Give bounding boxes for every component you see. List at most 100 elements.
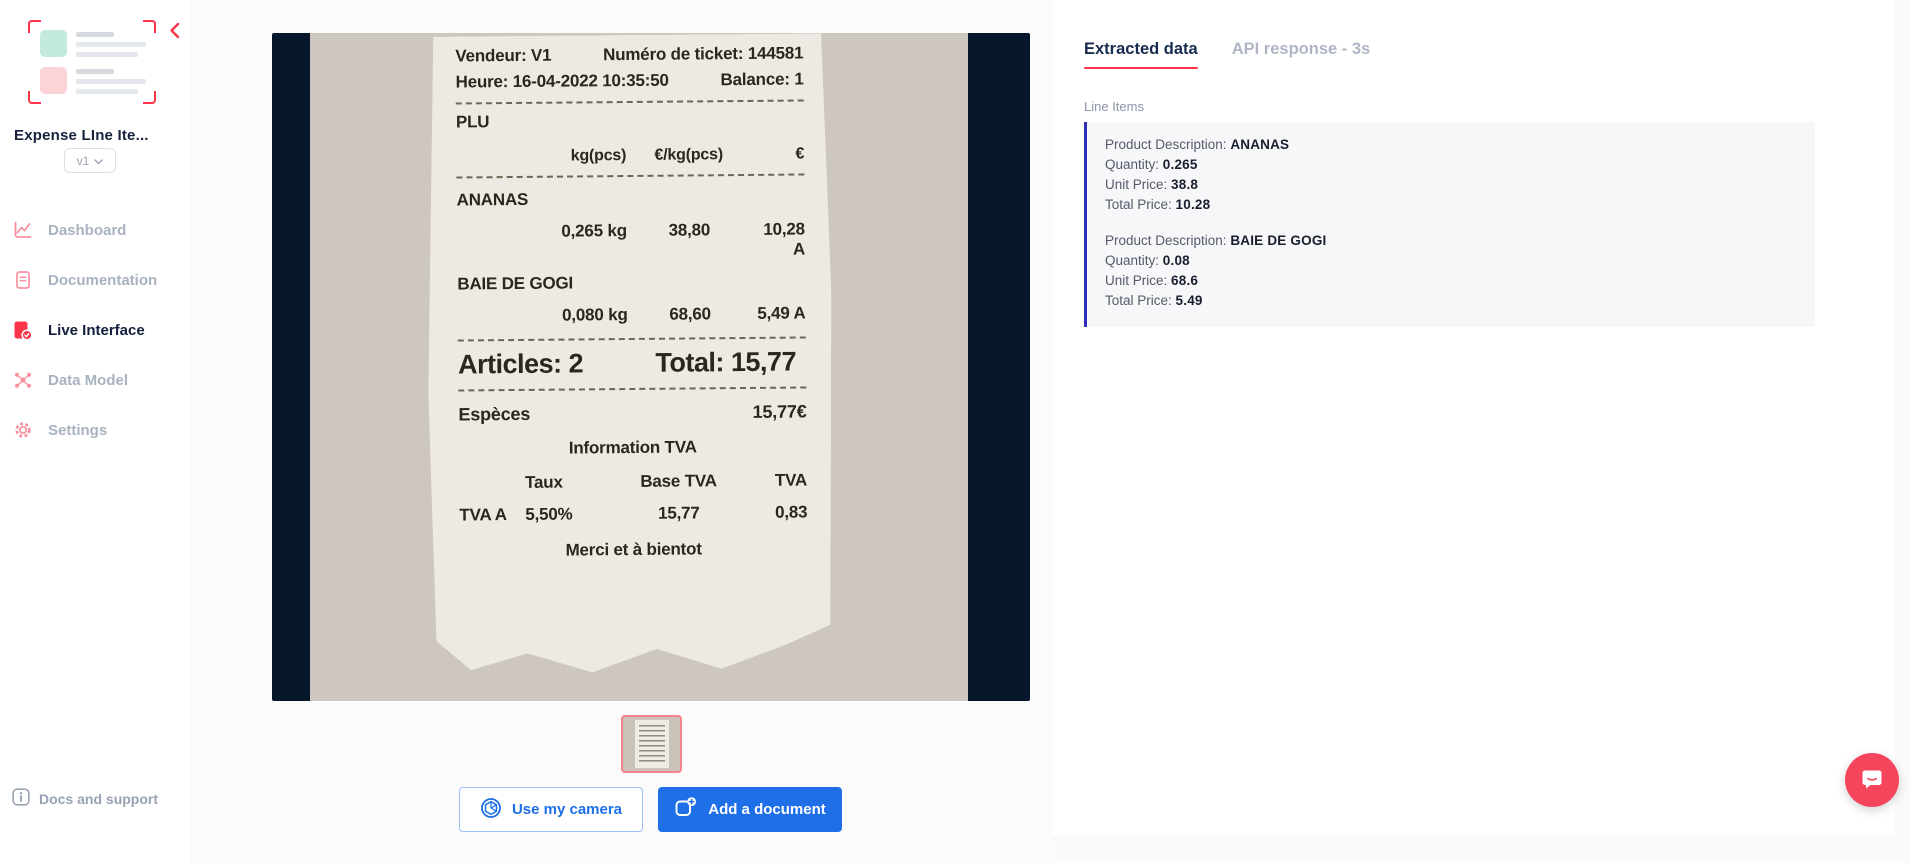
sidebar: Expense LIne Ite... v1 Dashboard Documen… (0, 0, 190, 863)
field-label: Unit Price: (1105, 177, 1172, 192)
field-label: Product Description: (1105, 233, 1231, 248)
document-viewer: Vendeur: V1 Numéro de ticket: 144581 Heu… (190, 0, 1053, 863)
logo-bars (76, 30, 146, 62)
receipt-tva-amount: 0,83 (774, 502, 808, 522)
version-dropdown[interactable]: v1 (64, 148, 116, 173)
gear-icon (12, 419, 34, 441)
receipt-photo: Vendeur: V1 Numéro de ticket: 144581 Heu… (310, 33, 968, 701)
chat-support-button[interactable] (1845, 753, 1899, 807)
chevron-left-icon (169, 22, 180, 42)
receipt-vendor: Vendeur: V1 (455, 45, 552, 66)
receipt-item-name: BAIE DE GOGI (457, 273, 574, 294)
model-title: Expense LIne Ite... (14, 127, 149, 144)
receipt-divider (456, 99, 804, 104)
logo-corner-icon (28, 91, 41, 104)
receipt-divider (458, 386, 806, 391)
receipt-tva-rate: 5,50% (525, 504, 573, 524)
field-value: BAIE DE GOGI (1230, 233, 1327, 248)
field-value: 0.265 (1162, 157, 1198, 172)
field-label: Quantity: (1105, 157, 1163, 172)
logo-corner-icon (143, 20, 156, 33)
receipt-tva-base: 15,77 (657, 503, 700, 523)
sidebar-item-label: Live Interface (48, 321, 145, 339)
sidebar-item-live-interface[interactable]: Live Interface (0, 315, 190, 345)
model-logo (28, 20, 156, 104)
field-label: Unit Price: (1105, 273, 1172, 288)
sidebar-nav: Dashboard Documentation Live Interface D… (0, 215, 190, 465)
logo-pink-square (40, 67, 67, 94)
field-label: Product Description: (1105, 137, 1231, 152)
field-value: 68.6 (1171, 273, 1199, 288)
receipt-item-qty: 0,265 kg (561, 221, 627, 241)
document-check-icon (12, 319, 34, 341)
receipt-item-unit: 68,60 (669, 304, 711, 324)
document-image[interactable]: Vendeur: V1 Numéro de ticket: 144581 Heu… (272, 33, 1030, 701)
camera-shutter-icon (480, 797, 502, 823)
tab-api-response[interactable]: API response - 3s (1231, 40, 1371, 58)
receipt-articles: Articles: 2 (457, 348, 584, 380)
add-document-icon (674, 796, 698, 823)
receipt-tva-header-rate: Taux (524, 472, 563, 492)
panel-tabs: Extracted data API response - 3s (1053, 0, 1895, 69)
sidebar-item-documentation[interactable]: Documentation (0, 265, 190, 295)
logo-row (40, 30, 146, 62)
field-value: 10.28 (1175, 197, 1211, 212)
receipt-thumbnail-image (634, 720, 669, 768)
info-icon (12, 788, 30, 809)
sidebar-item-label: Settings (48, 421, 108, 439)
data-model-icon (12, 369, 34, 391)
docs-and-support-label: Docs and support (39, 790, 159, 807)
logo-corner-icon (143, 91, 156, 104)
receipt-thumbnail[interactable] (621, 715, 682, 773)
line-items-block: Product Description: ANANAS Quantity: 0.… (1084, 122, 1815, 327)
sidebar-item-label: Documentation (48, 271, 158, 289)
receipt-paper: Vendeur: V1 Numéro de ticket: 144581 Heu… (425, 33, 835, 687)
receipt-tva-header-tva: TVA (774, 470, 808, 490)
logo-corner-icon (28, 20, 41, 33)
sidebar-item-data-model[interactable]: Data Model (0, 365, 190, 395)
use-camera-button[interactable]: Use my camera (459, 787, 643, 832)
line-item: Product Description: ANANAS Quantity: 0.… (1105, 135, 1797, 215)
receipt-item-total: 10,28 A (763, 219, 806, 259)
field-label: Total Price: (1105, 293, 1176, 308)
receipt-units-unit: €/kg(pcs) (654, 146, 724, 164)
receipt-item-total: 5,49 A (757, 303, 806, 323)
receipt-item-qty: 0,080 kg (562, 305, 628, 325)
logo-row (40, 67, 146, 99)
sidebar-item-dashboard[interactable]: Dashboard (0, 215, 190, 245)
field-value: 0.08 (1162, 253, 1190, 268)
receipt-plu: PLU (455, 112, 490, 132)
add-document-label: Add a document (708, 801, 826, 818)
receipt-divider (458, 336, 806, 341)
extraction-panel: Extracted data API response - 3s Line It… (1053, 0, 1895, 836)
field-value: 5.49 (1175, 293, 1203, 308)
line-item: Product Description: BAIE DE GOGI Quanti… (1105, 231, 1797, 311)
tab-extracted-data[interactable]: Extracted data (1084, 40, 1198, 69)
chat-bubble-icon (1859, 766, 1885, 795)
document-icon (12, 269, 34, 291)
receipt-tva-name: TVA A (459, 505, 507, 525)
receipt-item-name: ANANAS (456, 189, 529, 210)
receipt-balance: Balance: 1 (720, 69, 804, 90)
receipt-payment-label: Espèces (458, 403, 531, 425)
sidebar-item-label: Dashboard (48, 221, 127, 239)
docs-and-support-link[interactable]: Docs and support (12, 788, 158, 809)
field-label: Total Price: (1105, 197, 1176, 212)
logo-bars (76, 67, 146, 99)
receipt-ticket-number: Numéro de ticket: 144581 (603, 43, 804, 65)
receipt-item-unit: 38,80 (668, 220, 711, 240)
sidebar-item-label: Data Model (48, 371, 129, 389)
version-label: v1 (76, 153, 90, 168)
add-document-button[interactable]: Add a document (658, 787, 842, 832)
sidebar-item-settings[interactable]: Settings (0, 415, 190, 445)
field-value: 38.8 (1171, 177, 1199, 192)
field-value: ANANAS (1230, 137, 1290, 152)
receipt-tva-header-base: Base TVA (640, 471, 717, 491)
receipt-payment-amount: 15,77€ (752, 401, 807, 422)
receipt-tva-title: Information TVA (568, 437, 697, 458)
line-items-section-title: Line Items (1084, 99, 1144, 114)
receipt-time: Heure: 16-04-2022 10:35:50 (455, 70, 669, 92)
receipt-footer: Merci et à bientot (565, 539, 702, 560)
sidebar-collapse-button[interactable] (165, 22, 183, 42)
receipt-units-qty: kg(pcs) (570, 147, 627, 165)
